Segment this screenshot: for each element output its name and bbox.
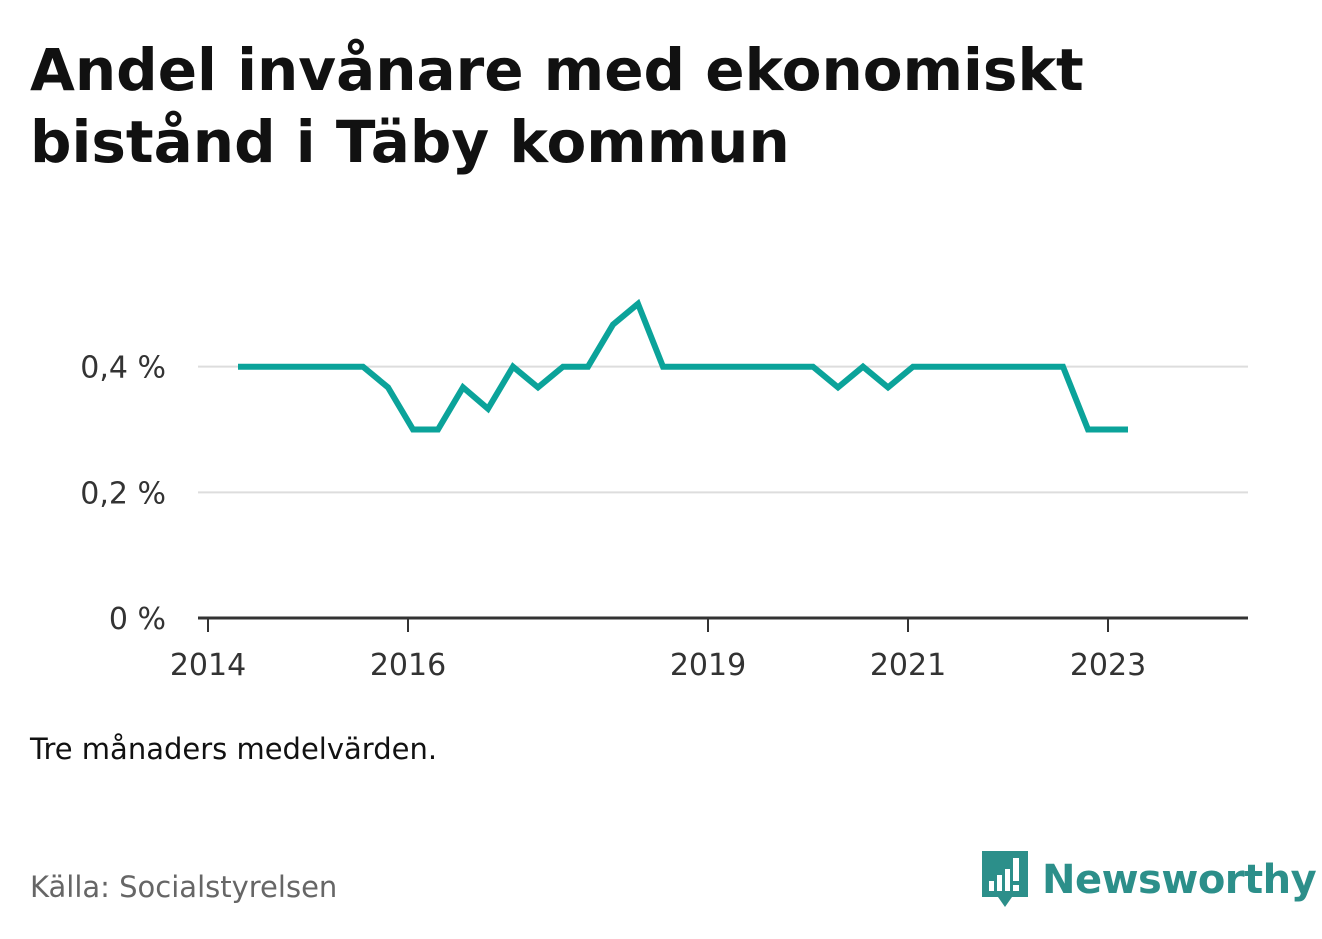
series-layer	[238, 298, 1128, 433]
series-line	[238, 298, 1128, 433]
x-tick-label: 2021	[870, 648, 946, 683]
source-label: Källa: Socialstyrelsen	[30, 870, 338, 904]
x-axis: 2014 2016 2019 2021 2023	[170, 616, 1248, 683]
y-tick-label: 0,2 %	[80, 476, 166, 511]
brand-logo[interactable]: Newsworthy	[980, 848, 1317, 912]
x-tick-label: 2014	[170, 648, 246, 683]
y-tick-label: 0 %	[109, 602, 166, 637]
chart-title: Andel invånare med ekonomiskt bistånd i …	[30, 36, 1084, 176]
bar-chart-speech-bubble-icon	[982, 851, 1028, 907]
y-axis-ticks: 0 % 0,2 % 0,4 %	[80, 351, 166, 637]
x-tick-label: 2023	[1070, 648, 1146, 683]
brand-name: Newsworthy	[1042, 857, 1317, 903]
x-tick-label: 2016	[370, 648, 446, 683]
chart-note: Tre månaders medelvärden.	[30, 732, 438, 766]
y-tick-label: 0,4 %	[80, 351, 166, 386]
x-tick-label: 2019	[670, 648, 746, 683]
